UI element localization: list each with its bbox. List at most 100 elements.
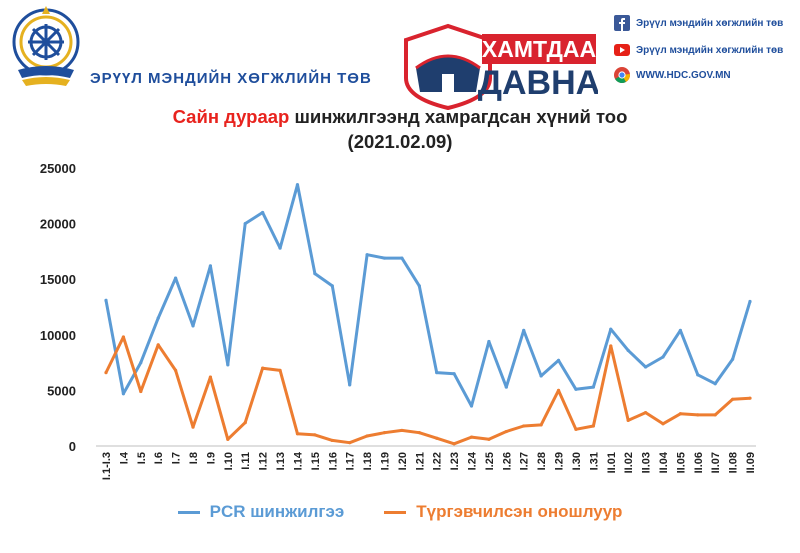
x-tick-label: I.19 (379, 452, 391, 470)
data-point (522, 424, 526, 428)
data-point (696, 413, 700, 417)
data-point (730, 397, 735, 401)
social-website[interactable]: WWW.HDC.GOV.MN (614, 66, 731, 84)
data-point (696, 373, 700, 377)
chart-title: Сайн дураар шинжилгээнд хамрагдсан хүний… (0, 106, 800, 128)
legend-swatch-pcr (177, 510, 200, 514)
data-point (539, 374, 543, 378)
x-tick-label: I.21 (414, 452, 426, 470)
campaign-top-text: ХАМТДАА (482, 36, 596, 62)
x-tick-label: II.03 (641, 452, 653, 473)
data-point (348, 383, 352, 387)
x-tick-label: I.27 (519, 452, 531, 470)
x-tick-label: I.12 (258, 452, 270, 470)
data-point (487, 339, 491, 344)
data-point (208, 375, 213, 379)
line-chart: 0 5000 10000 15000 20000 25000 I.1-I.3 I.4 I.5 I.… (40, 161, 757, 480)
y-tick-label: 0 (69, 439, 76, 454)
data-point (330, 438, 334, 443)
x-tick-label: I.31 (588, 452, 600, 470)
x-tick-label: I.20 (397, 452, 409, 470)
data-point (504, 385, 508, 389)
data-point (678, 412, 682, 416)
data-point (226, 437, 230, 441)
data-point (556, 358, 561, 362)
data-point (643, 411, 648, 415)
x-tick-label: II.01 (606, 452, 618, 473)
data-point (278, 368, 282, 372)
data-point (591, 385, 595, 389)
campaign-bottom-text: ДАВНА (478, 64, 598, 102)
data-point (591, 424, 595, 428)
social-youtube-text: Эрүүл мэндийн хөгжлийн төв (636, 44, 784, 56)
data-point (504, 429, 508, 434)
x-tick-label: I.30 (571, 452, 583, 470)
data-point (730, 357, 735, 361)
data-point (626, 418, 630, 423)
x-tick-label: I.8 (188, 452, 200, 464)
social-facebook[interactable]: Эрүүл мэндийн хөгжлийн төв (614, 14, 783, 32)
x-tick-label: I.16 (327, 452, 339, 470)
data-point (713, 413, 717, 417)
x-tick-label: II.06 (693, 452, 705, 473)
x-tick-label: I.9 (205, 452, 217, 464)
chart-title-highlight: Сайн дураар (172, 106, 290, 127)
data-point (400, 256, 404, 260)
social-website-text: WWW.HDC.GOV.MN (636, 69, 731, 81)
legend-item-rapid: Түргэвчилсэн оношлуур (384, 502, 622, 522)
data-point (382, 256, 387, 260)
data-point (330, 284, 334, 288)
data-point (452, 372, 456, 376)
data-point (156, 316, 160, 320)
x-tick-label: I.24 (467, 451, 479, 470)
x-tick-label: II.05 (675, 452, 687, 473)
data-point (382, 431, 387, 435)
data-point (243, 421, 247, 425)
x-tick-label: I.25 (484, 452, 496, 470)
data-point (417, 284, 421, 288)
data-point (191, 324, 195, 328)
x-tick-label: II.08 (728, 452, 740, 473)
x-tick-label: I.14 (292, 451, 304, 470)
y-tick-label: 15000 (40, 272, 76, 287)
data-point (661, 422, 665, 426)
data-point (400, 428, 404, 433)
series-line-0 (104, 183, 752, 408)
y-tick-label: 25000 (40, 161, 76, 176)
legend-item-pcr: PCR шинжилгээ (177, 502, 344, 522)
data-point (243, 222, 247, 226)
social-youtube[interactable]: Эрүүл мэндийн хөгжлийн төв (614, 41, 783, 59)
data-point (574, 387, 578, 391)
data-point (678, 328, 682, 332)
data-point (313, 272, 317, 276)
x-tick-label: I.1-I.3 (101, 452, 113, 480)
data-point (417, 431, 421, 435)
x-tick-label: I.10 (223, 452, 235, 470)
org-logo (12, 6, 80, 86)
data-point (174, 276, 178, 280)
y-tick-label: 20000 (40, 217, 76, 232)
data-point (713, 382, 717, 386)
data-point (365, 253, 369, 257)
chart-title-rest: шинжилгээнд хамрагдсан хүний тоо (289, 106, 628, 127)
data-point (261, 210, 265, 215)
data-point (452, 442, 456, 446)
data-point (295, 432, 300, 436)
data-point (643, 365, 648, 369)
chrome-icon (614, 67, 630, 83)
x-tick-label: I.7 (171, 452, 183, 464)
x-tick-label: I.15 (310, 452, 322, 470)
x-tick-label: II.07 (710, 452, 722, 473)
data-point (121, 392, 126, 396)
data-point (104, 298, 108, 302)
social-facebook-text: Эрүүл мэндийн хөгжлийн төв (636, 17, 784, 29)
data-point (139, 361, 143, 365)
facebook-icon (614, 15, 630, 31)
data-point (226, 363, 230, 367)
data-point (469, 404, 474, 408)
x-tick-label: II.02 (623, 452, 635, 473)
data-point (626, 348, 630, 352)
legend-label-rapid: Түргэвчилсэн оношлуур (416, 502, 623, 521)
data-point (104, 371, 108, 375)
x-tick-label: I.29 (554, 452, 566, 470)
